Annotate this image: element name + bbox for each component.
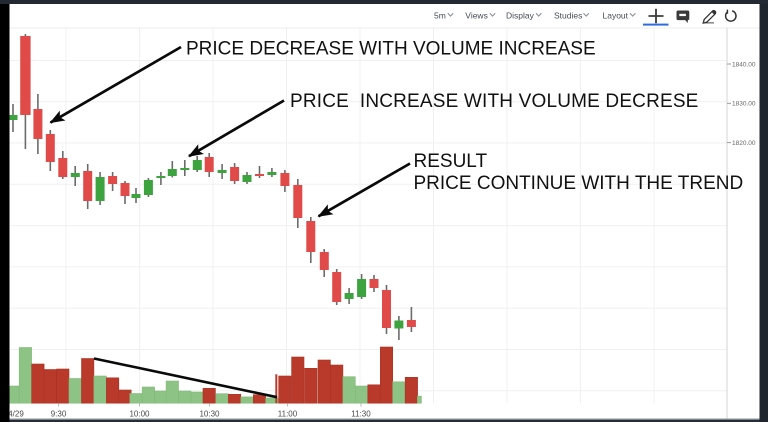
svg-text:1840.00: 1840.00 — [732, 61, 756, 68]
svg-text:10:30: 10:30 — [199, 410, 220, 419]
svg-text:Layout: Layout — [603, 10, 629, 20]
svg-text:11:00: 11:00 — [278, 410, 298, 419]
svg-text:10:00: 10:00 — [129, 410, 150, 419]
svg-text:Views: Views — [465, 10, 488, 20]
svg-text:1820.00: 1820.00 — [732, 140, 756, 147]
svg-text:11:30: 11:30 — [351, 410, 371, 419]
svg-text:Display: Display — [506, 10, 535, 20]
svg-text:PRICE DECREASE WITH VOLUME INC: PRICE DECREASE WITH VOLUME INCREASE — [186, 39, 596, 60]
svg-text:4/29: 4/29 — [8, 410, 24, 419]
svg-text:RESULT: RESULT — [414, 151, 488, 172]
svg-text:PRICE INCREASE WITH VOLUME DE: PRICE INCREASE WITH VOLUME DECRESE — [290, 91, 699, 112]
svg-text:1830.00: 1830.00 — [732, 101, 756, 108]
svg-text:PRICE CONTINUE WITH THE TREND: PRICE CONTINUE WITH THE TREND — [414, 173, 744, 194]
svg-text:Studies: Studies — [554, 10, 582, 20]
svg-text:9:30: 9:30 — [51, 410, 67, 419]
svg-text:5m: 5m — [434, 10, 446, 20]
